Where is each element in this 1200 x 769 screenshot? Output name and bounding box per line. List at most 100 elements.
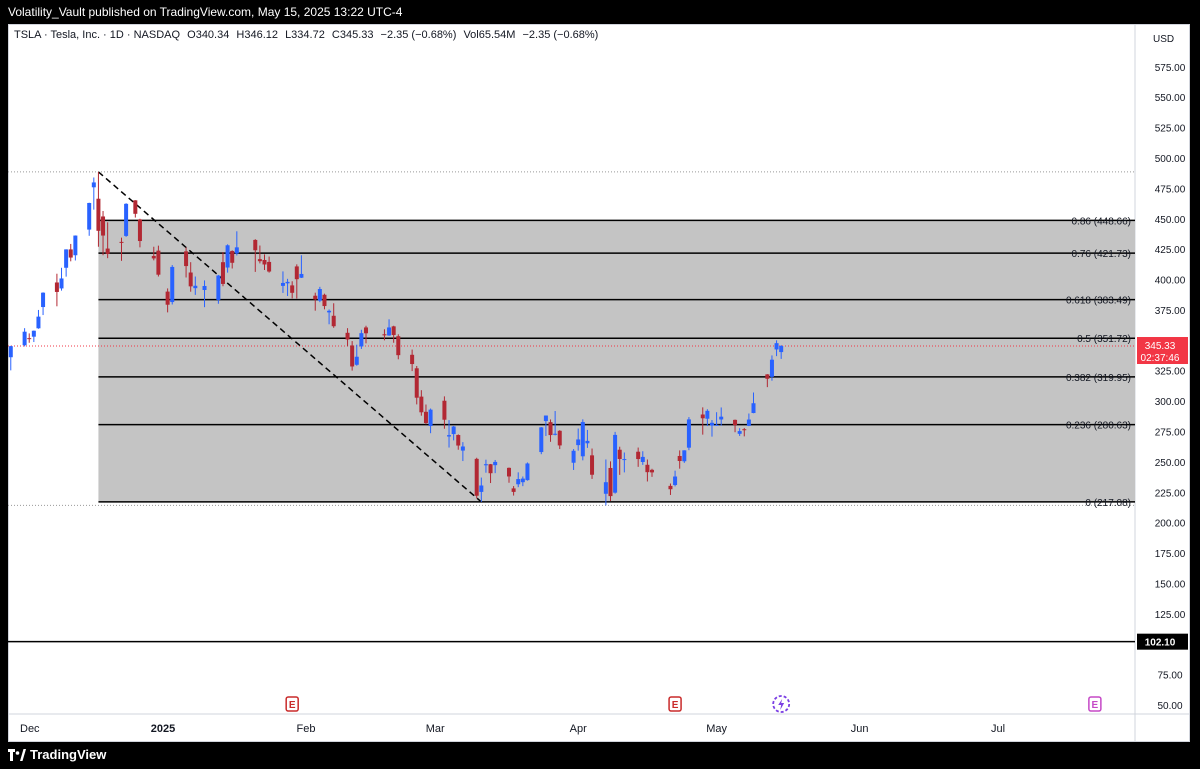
candle-body[interactable]: [511, 488, 516, 492]
candle-body[interactable]: [714, 424, 719, 426]
candle-body[interactable]: [557, 430, 562, 446]
candle-body[interactable]: [317, 289, 322, 301]
candle-body[interactable]: [779, 346, 784, 353]
candle-body[interactable]: [151, 255, 156, 259]
candle-body[interactable]: [257, 259, 262, 262]
candle-body[interactable]: [682, 450, 687, 462]
candle-body[interactable]: [54, 282, 59, 292]
candle-body[interactable]: [719, 416, 724, 420]
candle-body[interactable]: [354, 356, 359, 365]
candle-body[interactable]: [220, 262, 225, 284]
candle-body[interactable]: [225, 245, 230, 268]
price-chart[interactable]: 0.86 (448.66) 0.76 (421.73) 0.618 (383.49)…: [8, 24, 1190, 742]
candle-body[interactable]: [622, 459, 627, 461]
candle-body[interactable]: [705, 410, 710, 419]
candle-body[interactable]: [769, 359, 774, 377]
candle-body[interactable]: [474, 458, 479, 496]
candle-body[interactable]: [709, 422, 714, 426]
candle-body[interactable]: [640, 456, 645, 462]
candle-body[interactable]: [765, 374, 770, 379]
candle-body[interactable]: [525, 463, 530, 481]
candle-body[interactable]: [230, 250, 235, 263]
candle-body[interactable]: [285, 281, 290, 284]
chart-panel[interactable]: 0.86 (448.66) 0.76 (421.73) 0.618 (383.49)…: [8, 24, 1190, 742]
candle-body[interactable]: [733, 419, 738, 426]
candle-body[interactable]: [137, 219, 142, 242]
candle-body[interactable]: [91, 182, 96, 188]
candle-body[interactable]: [124, 203, 129, 236]
candle-body[interactable]: [322, 294, 327, 307]
candle-body[interactable]: [165, 291, 170, 305]
candle-body[interactable]: [391, 326, 396, 335]
candle-body[interactable]: [280, 282, 285, 286]
candle-body[interactable]: [22, 331, 27, 346]
candle-body[interactable]: [101, 216, 106, 236]
candle-body[interactable]: [387, 327, 392, 336]
candle-body[interactable]: [746, 419, 751, 426]
candle-body[interactable]: [442, 400, 447, 420]
candle-body[interactable]: [479, 485, 484, 492]
candle-body[interactable]: [234, 247, 239, 254]
candle-body[interactable]: [428, 409, 433, 427]
earnings-marker-icon[interactable]: [285, 696, 299, 712]
candle-body[interactable]: [41, 292, 46, 308]
candle-body[interactable]: [105, 248, 110, 254]
tradingview-logo[interactable]: TradingView: [8, 747, 106, 762]
candle-body[interactable]: [350, 345, 355, 367]
earnings-marker-icon[interactable]: [668, 696, 682, 712]
legend-symbol[interactable]: TSLA · Tesla, Inc. · 1D · NASDAQ: [14, 29, 181, 41]
candle-body[interactable]: [299, 273, 304, 278]
candle-body[interactable]: [673, 476, 678, 486]
candle-body[interactable]: [608, 467, 613, 497]
candle-body[interactable]: [359, 333, 364, 347]
candle-body[interactable]: [520, 478, 525, 483]
candle-body[interactable]: [677, 455, 682, 461]
candle-body[interactable]: [331, 315, 336, 327]
candle-body[interactable]: [290, 285, 295, 293]
candle-body[interactable]: [543, 415, 548, 422]
candle-body[interactable]: [345, 332, 350, 340]
candle-body[interactable]: [73, 235, 78, 256]
candle-body[interactable]: [423, 411, 428, 424]
candle-body[interactable]: [483, 464, 488, 466]
candle-body[interactable]: [64, 249, 69, 268]
candle-body[interactable]: [603, 482, 608, 494]
trend-line[interactable]: [97, 171, 482, 503]
candle-body[interactable]: [253, 239, 258, 251]
candle-body[interactable]: [8, 346, 13, 358]
candle-body[interactable]: [262, 259, 267, 265]
candle-body[interactable]: [396, 336, 401, 356]
candle-body[interactable]: [553, 433, 558, 435]
candle-body[interactable]: [493, 461, 498, 466]
candle-body[interactable]: [87, 202, 92, 230]
candle-body[interactable]: [668, 485, 673, 490]
candle-body[interactable]: [585, 440, 590, 444]
candle-body[interactable]: [539, 427, 544, 453]
candle-body[interactable]: [650, 469, 655, 473]
candle-body[interactable]: [414, 368, 419, 398]
candle-body[interactable]: [613, 434, 618, 493]
candle-body[interactable]: [119, 241, 124, 243]
candle-body[interactable]: [96, 198, 101, 231]
candle-body[interactable]: [447, 435, 452, 437]
candle-body[interactable]: [636, 451, 641, 460]
candle-body[interactable]: [516, 479, 521, 485]
candle-body[interactable]: [737, 431, 742, 434]
candle-body[interactable]: [419, 396, 424, 413]
candle-body[interactable]: [188, 272, 193, 287]
candle-body[interactable]: [571, 450, 576, 463]
candle-body[interactable]: [363, 327, 368, 334]
candle-body[interactable]: [507, 467, 511, 477]
candle-body[interactable]: [59, 278, 64, 289]
candle-body[interactable]: [617, 449, 622, 459]
candle-body[interactable]: [700, 414, 705, 419]
candle-body[interactable]: [451, 426, 456, 435]
candle-body[interactable]: [170, 266, 175, 303]
candle-body[interactable]: [742, 429, 747, 431]
candle-body[interactable]: [382, 334, 387, 336]
candle-body[interactable]: [313, 295, 318, 300]
candle-body[interactable]: [774, 343, 779, 350]
candle-body[interactable]: [216, 275, 221, 300]
candle-body[interactable]: [751, 403, 756, 414]
candle-body[interactable]: [31, 330, 36, 337]
